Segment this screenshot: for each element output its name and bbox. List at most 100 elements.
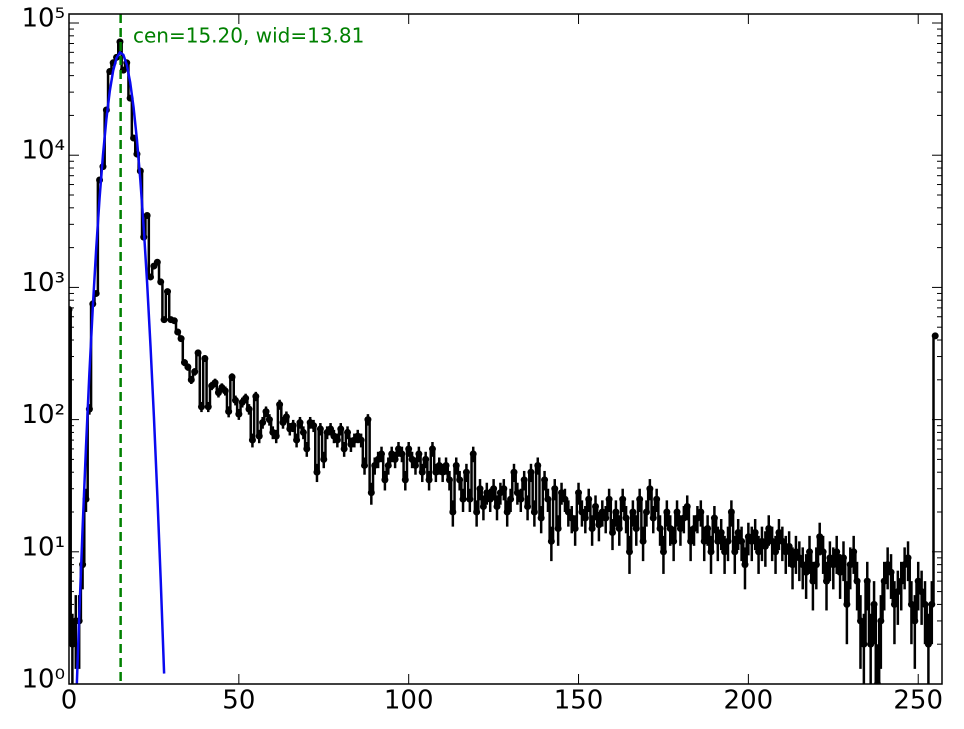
data-point: [649, 514, 657, 522]
data-point: [823, 577, 831, 585]
data-point: [310, 422, 318, 430]
data-point: [592, 503, 600, 511]
data-point: [656, 525, 664, 533]
data-point: [897, 577, 905, 585]
data-point: [316, 425, 324, 433]
data-point: [887, 568, 895, 576]
data-point: [255, 432, 263, 440]
data-point: [483, 489, 491, 497]
data-point: [231, 396, 239, 404]
data-point: [214, 389, 222, 397]
data-point: [357, 436, 365, 444]
data-point: [564, 508, 572, 516]
data-point: [476, 485, 484, 493]
data-point: [364, 416, 372, 424]
data-point: [401, 476, 409, 484]
data-point: [479, 503, 487, 511]
data-point: [890, 600, 898, 608]
y-tick-label: 10⁵: [21, 4, 65, 34]
fit-curve: [75, 50, 166, 684]
data-point: [558, 489, 566, 497]
data-point: [299, 428, 307, 436]
data-point: [143, 211, 151, 219]
data-point: [792, 548, 800, 556]
data-point: [693, 514, 701, 522]
data-point: [371, 461, 379, 469]
x-tick-label: 150: [554, 686, 604, 716]
data-point: [415, 450, 423, 458]
data-point: [517, 495, 525, 503]
data-point: [659, 548, 667, 556]
data-point: [157, 278, 165, 286]
data-point: [663, 508, 671, 516]
data-point: [333, 436, 341, 444]
data-point: [130, 134, 138, 142]
data-point: [911, 617, 919, 625]
data-point: [809, 577, 817, 585]
data-point: [510, 468, 518, 476]
data-point: [554, 525, 562, 533]
y-tick-label: 10³: [21, 268, 65, 298]
data-point: [211, 379, 219, 387]
data-point: [388, 450, 396, 458]
data-point: [265, 416, 273, 424]
data-point: [493, 503, 501, 511]
data-point: [289, 422, 297, 430]
data-point: [537, 514, 545, 522]
data-point: [605, 495, 613, 503]
data-point: [174, 328, 182, 336]
data-point: [327, 425, 335, 433]
data-point: [486, 495, 494, 503]
data-point: [734, 528, 742, 536]
data-point: [147, 273, 155, 281]
data-point: [228, 373, 236, 381]
data-point: [378, 450, 386, 458]
data-point: [204, 403, 212, 411]
data-point: [595, 521, 603, 529]
data-point: [527, 468, 535, 476]
data-point: [442, 461, 450, 469]
data-point: [296, 419, 304, 427]
data-point: [164, 288, 172, 296]
data-point: [901, 561, 909, 569]
data-point: [340, 445, 348, 453]
y-tick-label: 10⁰: [21, 665, 65, 695]
data-point: [707, 548, 715, 556]
data-point: [524, 503, 532, 511]
data-point: [313, 468, 321, 476]
data-point: [856, 617, 864, 625]
data-point: [197, 403, 205, 411]
data-point: [884, 561, 892, 569]
data-point: [738, 537, 746, 545]
data-point: [765, 525, 773, 533]
data-point: [303, 445, 311, 453]
data-point: [405, 445, 413, 453]
data-point: [755, 548, 763, 556]
data-point: [337, 425, 345, 433]
data-point: [547, 537, 555, 545]
data-point: [710, 514, 718, 522]
data-point: [153, 258, 161, 266]
plot-area: [69, 14, 939, 684]
data-point: [670, 537, 678, 545]
data-point: [653, 495, 661, 503]
data-point: [870, 600, 878, 608]
data-point: [687, 537, 695, 545]
data-point: [853, 577, 861, 585]
data-point: [513, 489, 521, 497]
data-point: [248, 436, 256, 444]
data-point: [880, 577, 888, 585]
data-point: [683, 503, 691, 511]
data-point: [721, 548, 729, 556]
data-point: [252, 392, 260, 400]
y-tick-label: 10²: [21, 400, 65, 430]
data-point: [761, 542, 769, 550]
data-point: [272, 432, 280, 440]
y-tick-label: 10¹: [21, 532, 65, 562]
data-point: [184, 363, 192, 371]
data-point: [731, 548, 739, 556]
data-point: [636, 495, 644, 503]
data-point: [778, 537, 786, 545]
